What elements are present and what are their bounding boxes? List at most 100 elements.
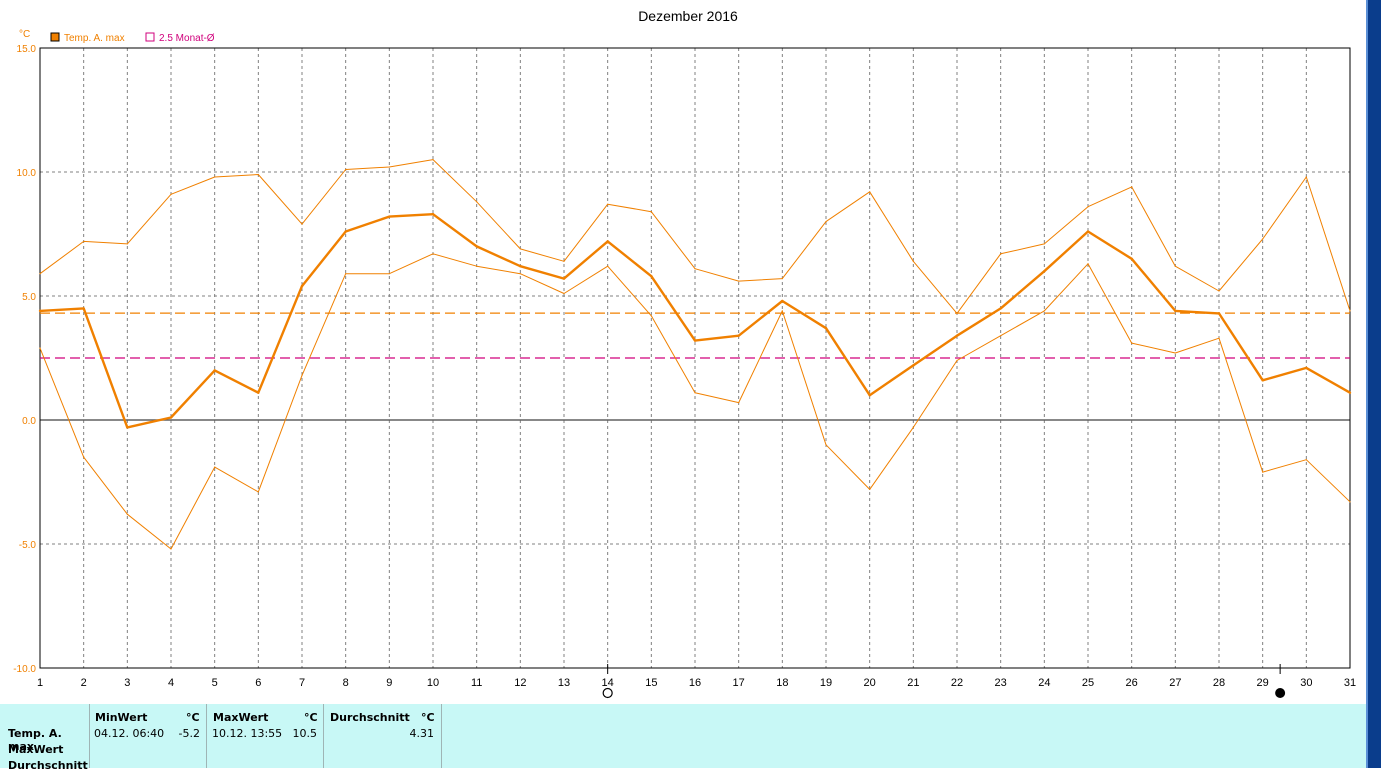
x-tick-label: 10 [427,677,439,689]
x-tick-label: 4 [168,677,174,689]
x-tick-label: 6 [255,677,261,689]
x-tick-label: 23 [995,677,1007,689]
data-point [563,292,565,295]
data-point [39,273,41,275]
data-point [126,243,128,245]
stats-row-labels: Temp. A. max MaxWert Durchschnitt [0,704,90,772]
x-tick-label: 7 [299,677,305,689]
x-tick-label: 8 [343,677,349,689]
x-tick-label: 13 [558,677,570,689]
data-point [431,212,435,216]
stats-col-value: 4.31 [409,727,435,740]
data-point [912,426,914,429]
data-point [83,240,85,243]
data-point [170,193,172,195]
data-point [1305,366,1308,370]
data-point [519,273,521,275]
data-point [1000,253,1002,255]
data-point [1349,501,1351,503]
stats-column-end [441,704,443,768]
data-point [955,334,959,337]
data-point [1305,459,1307,461]
data-point [126,426,129,429]
data-point [607,203,609,205]
x-tick-label: 12 [514,677,526,689]
stats-col-unit: °C [421,711,435,724]
x-tick-label: 14 [602,677,614,689]
data-point [868,394,871,397]
data-point [213,369,216,372]
data-point [781,310,783,312]
data-point [388,215,391,218]
x-tick-label: 19 [820,677,832,689]
data-point [388,273,390,275]
y-tick-label: 0.0 [22,416,36,427]
temperature-chart: 15.010.05.00.0-5.0-10.01 2 3 4 5 6 7 8 9 10 11 12 13… [13,8,1356,699]
stats-col-unit: °C [186,711,200,724]
stats-column-max: MaxWert °C 10.12. 13:55 10.5 [206,704,323,768]
data-point [301,223,303,225]
data-point [912,260,914,262]
stats-col-value: 10.5 [292,727,318,740]
data-point [82,307,85,310]
x-tick-label: 18 [776,677,788,689]
stats-col-unit: °C [304,711,318,724]
data-point [432,253,434,255]
data-point [83,456,85,458]
data-point [738,402,740,404]
x-tick-label: 9 [386,677,392,689]
data-point [301,374,303,376]
data-point [344,230,347,233]
x-tick-label: 20 [864,677,876,689]
stats-col-header: Durchschnitt [330,711,410,724]
data-point [606,240,609,243]
window-frame [1368,0,1381,768]
legend-marker-temp-max [50,32,60,42]
data-point [607,265,609,267]
x-tick-label: 27 [1169,677,1181,689]
x-tick-label: 11 [471,677,482,689]
x-tick-label: 3 [124,677,130,689]
data-point [169,416,173,419]
data-point [650,274,653,278]
data-point [825,221,827,223]
stats-row-label: Durchschnitt [8,759,88,772]
window-border [1366,0,1368,768]
data-point [475,245,478,248]
x-tick-label: 5 [212,677,218,689]
data-point [1043,243,1045,245]
data-point [562,277,566,280]
stats-column-min: MinWert °C 04.12. 06:40 -5.2 [89,704,206,768]
data-point [1086,230,1090,233]
x-tick-label: 16 [689,677,701,689]
data-point [1348,391,1352,394]
x-tick-label: 25 [1082,677,1094,689]
x-tick-label: 28 [1213,677,1225,689]
data-point [1349,310,1351,312]
data-point [694,392,696,394]
data-point [388,166,390,168]
data-point [1130,257,1133,260]
data-point [999,307,1002,310]
data-point [432,159,434,161]
x-tick-label: 21 [907,677,919,689]
y-tick-label: 10.0 [17,168,37,179]
data-point [781,299,784,303]
data-point [1087,206,1089,208]
y-tick-label: -10.0 [13,664,36,675]
data-point [519,248,521,250]
data-point [825,444,827,446]
data-point [693,339,697,342]
data-point [1000,335,1002,337]
data-point [781,278,783,280]
data-point [519,265,522,268]
data-point [1261,379,1264,382]
data-point [694,268,696,270]
data-point [1087,263,1089,265]
data-point [956,312,958,314]
data-point [1174,352,1176,354]
y-tick-label: 5.0 [22,292,36,303]
data-point [1262,471,1264,473]
data-point [476,265,478,267]
x-tick-label: 31 [1344,677,1356,689]
